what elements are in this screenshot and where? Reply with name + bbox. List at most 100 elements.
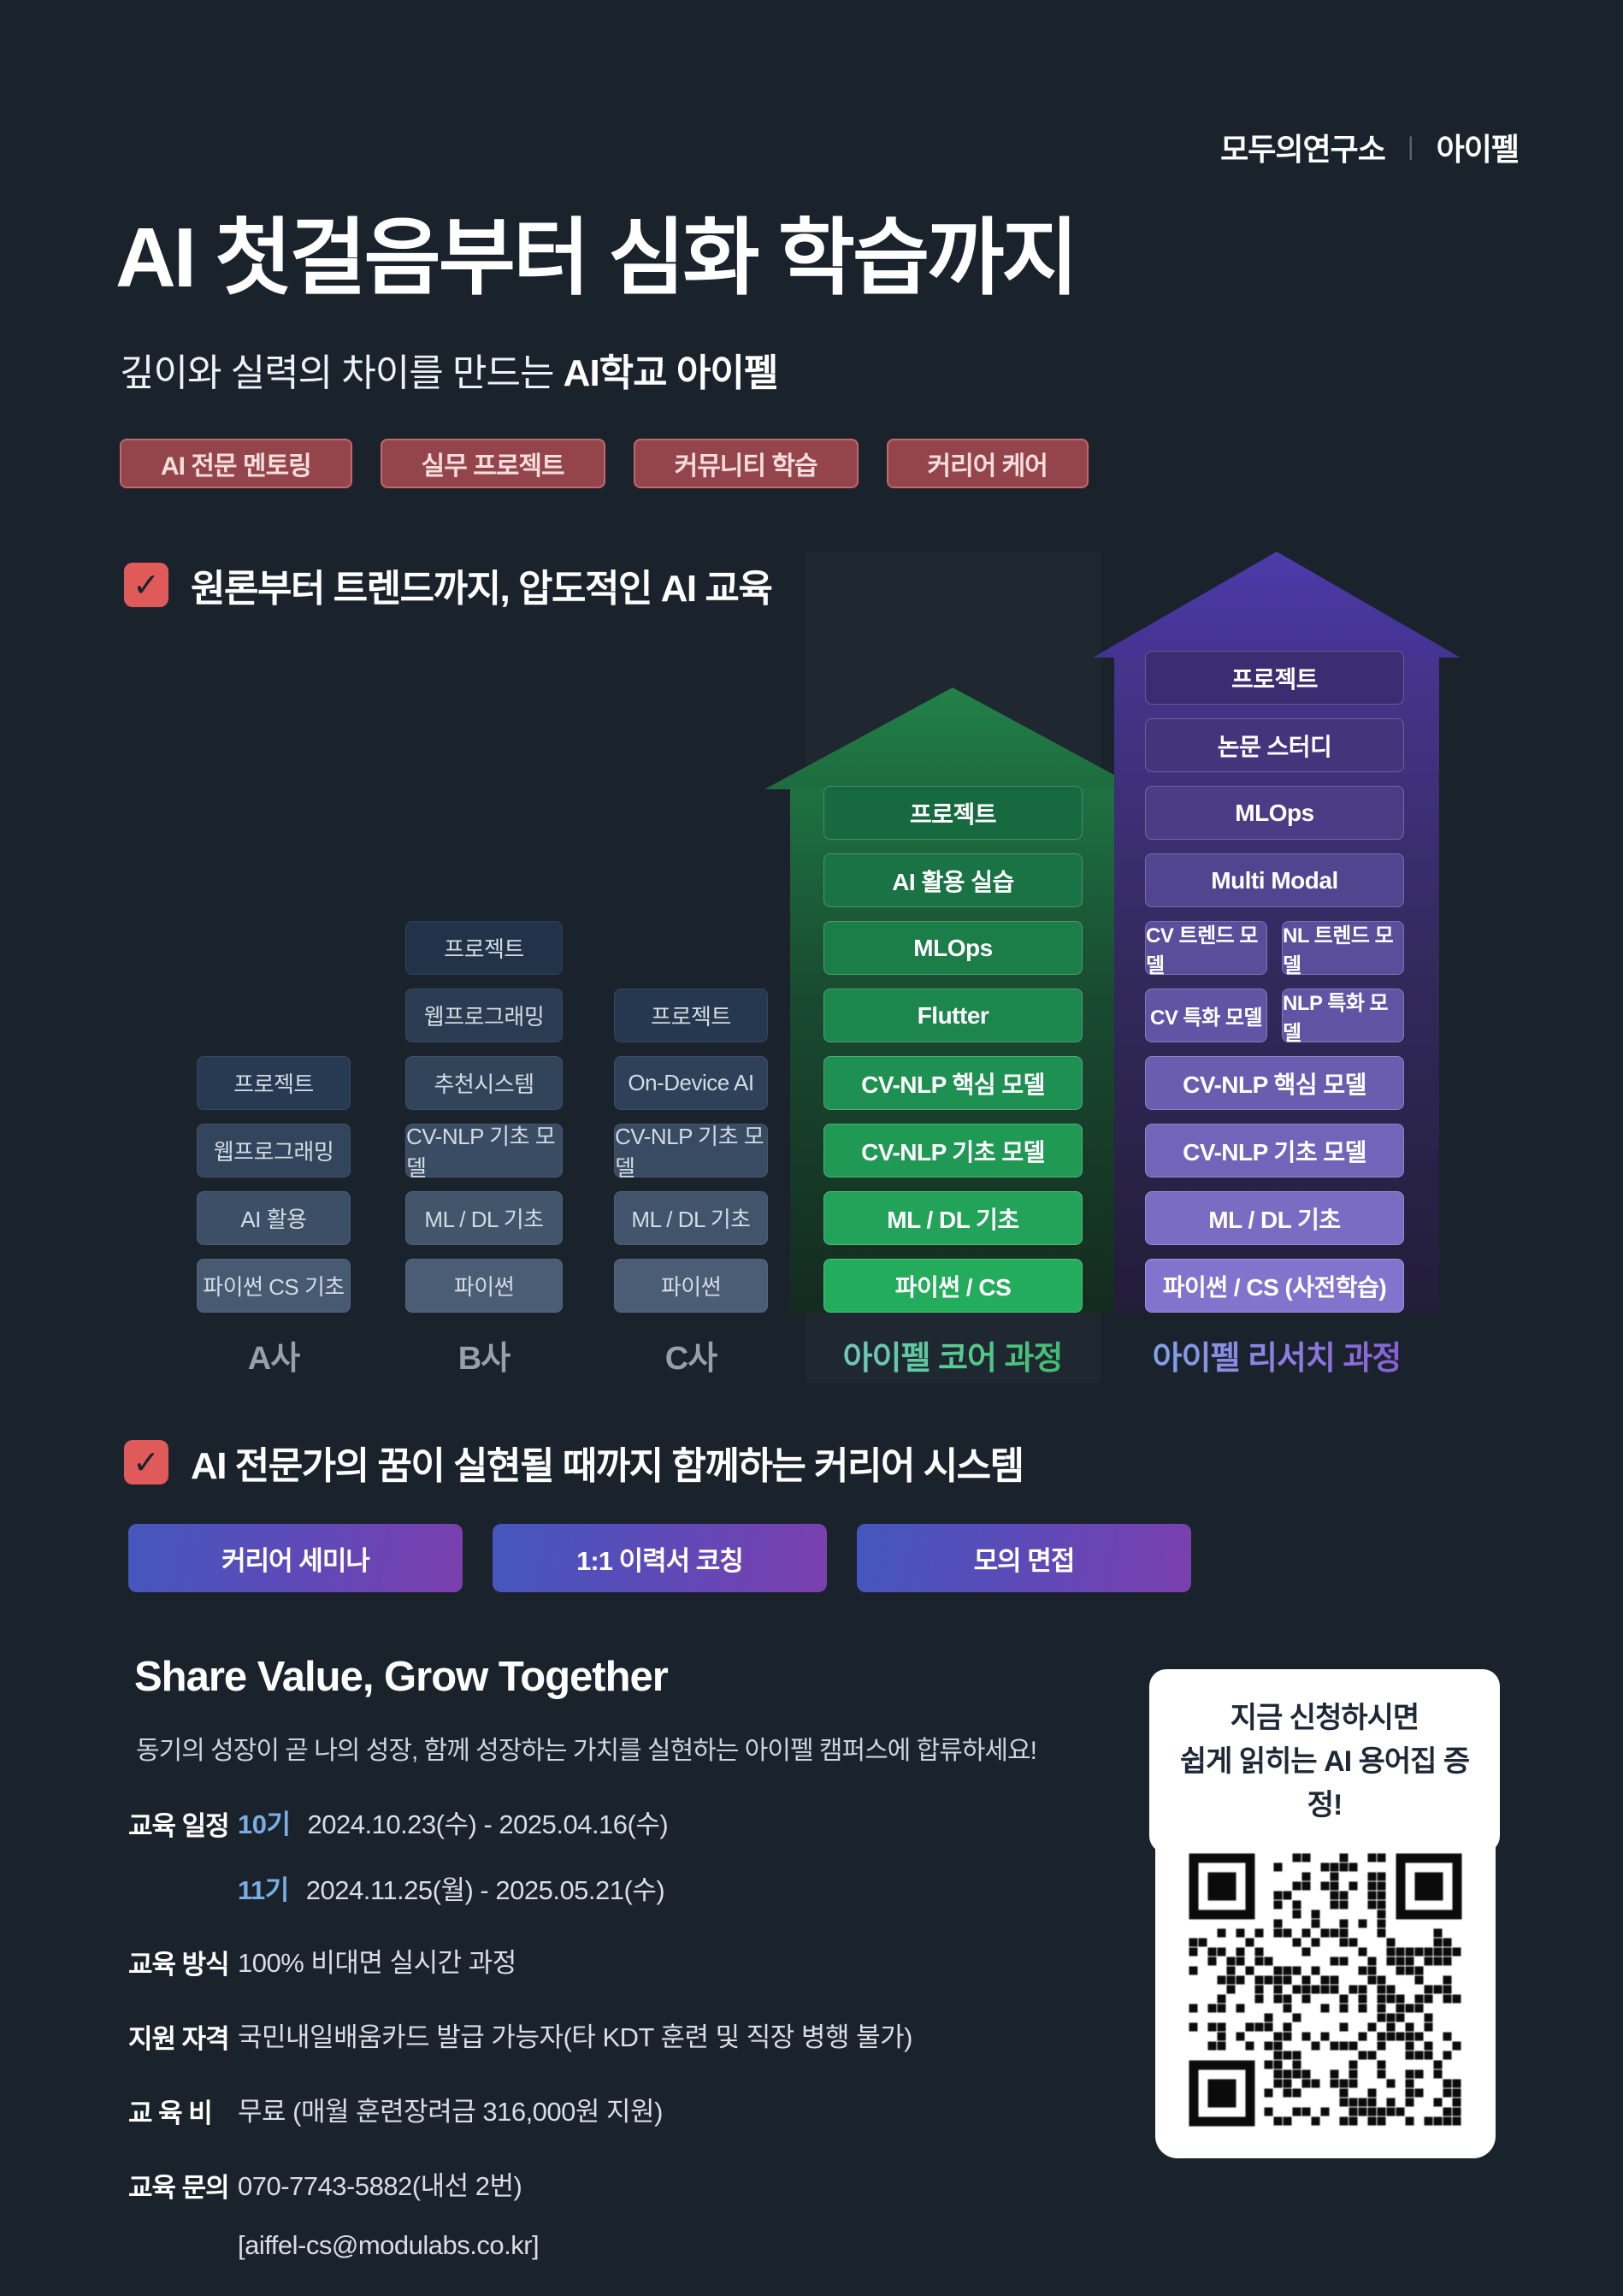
subtitle-prefix: 깊이와 실력의 차이를 만드는 [120, 352, 564, 394]
curriculum-box: 프로젝트 [823, 786, 1083, 840]
curriculum-box: 프로젝트 [197, 1056, 351, 1110]
career-button-2[interactable]: 1:1 이력서 코칭 [493, 1524, 827, 1592]
growth-arrow-head-purple [1093, 552, 1461, 658]
info-label: 교육 일정 [128, 1811, 230, 1841]
curriculum-box: CV-NLP 기초 모델 [614, 1124, 768, 1181]
feature-badges: AI 전문 멘토링 실무 프로젝트 커뮤니티 학습 커리어 케어 [120, 439, 1089, 488]
column-label-1: A사 [247, 1341, 300, 1377]
curriculum-box: NLP 특화 모델 [1282, 989, 1404, 1045]
share-headline: Share Value, Grow Together [134, 1654, 669, 1700]
curriculum-box: 웹프로그래밍 [197, 1124, 351, 1178]
curriculum-box: 프로젝트 [1145, 651, 1404, 705]
info-value: 2024.10.23(수) - 2025.04.16(수) [307, 1809, 669, 1839]
info-value: 070-7743-5882(내선 2번) [238, 2171, 522, 2201]
info-line: 11기 2024.11.25(월) - 2025.05.21(수) [238, 1868, 668, 1907]
info-label: 교육 문의 [128, 2173, 230, 2203]
check-icon: ✓ [124, 563, 168, 607]
curriculum-box: 프로젝트 [614, 989, 768, 1042]
page-subtitle: 깊이와 실력의 차이를 만드는 AI학교 아이펠 [120, 342, 779, 397]
badge-2: 실무 프로젝트 [380, 439, 605, 488]
curriculum-box: AI 활용 [197, 1191, 351, 1245]
column-label-3: C사 [664, 1341, 717, 1377]
info-label: 교육 방식 [128, 1950, 230, 1980]
badge-4: 커리어 케어 [886, 439, 1089, 488]
curriculum-box: CV-NLP 핵심 모델 [823, 1056, 1083, 1110]
info-value: 2024.11.25(월) - 2025.05.21(수) [305, 1875, 665, 1905]
curriculum-box: CV-NLP 기초 모델 [405, 1124, 563, 1181]
cohort-tag: 10기 [238, 1809, 291, 1839]
section-career-title: AI 전문가의 꿈이 실현될 때까지 함께하는 커리어 시스템 [191, 1445, 1024, 1487]
promo-line-2: 쉽게 읽히는 AI 용어집 증정! [1179, 1745, 1470, 1821]
check-icon: ✓ [124, 1440, 168, 1484]
curriculum-box: 파이썬 CS 기초 [197, 1259, 351, 1313]
course-info-list: 교육 일정 10기 2024.10.23(수) - 2025.04.16(수) 11기… [128, 1803, 1026, 2295]
curriculum-box: CV-NLP 핵심 모델 [1145, 1056, 1404, 1110]
info-value: 무료 (매월 훈련장려금 316,000원 지원) [238, 2097, 663, 2127]
qr-card [1155, 1821, 1496, 2158]
curriculum-box: 프로젝트 [405, 921, 563, 975]
info-row: 지원 자격 국민내일배움카드 발급 가능자(타 KDT 훈련 및 직장 병행 불가… [128, 2016, 1026, 2056]
curriculum-box: CV-NLP 기초 모델 [1145, 1124, 1404, 1178]
curriculum-box: CV-NLP 기초 모델 [823, 1124, 1083, 1178]
curriculum-box: MLOps [1145, 786, 1404, 840]
logo-divider: | [1407, 133, 1414, 161]
badge-1: AI 전문 멘토링 [120, 439, 352, 488]
curriculum-box: NL 트렌드 모델 [1282, 921, 1404, 977]
curriculum-box: Multi Modal [1145, 853, 1404, 907]
info-row: 교육 문의 070-7743-5882(내선 2번) [aiffel-cs@modu… [128, 2164, 1026, 2261]
curriculum-box: 파이썬 / CS (사전학습) [1145, 1259, 1404, 1313]
share-subtext: 동기의 성장이 곧 나의 성장, 함께 성장하는 가치를 실현하는 아이펠 캠퍼… [136, 1737, 1037, 1765]
info-values: 10기 2024.10.23(수) - 2025.04.16(수) 11기 2024.… [238, 1803, 669, 1907]
info-values: 국민내일배움카드 발급 가능자(타 KDT 훈련 및 직장 병행 불가) [238, 2016, 912, 2056]
aiffel-logo: 아이펠 [1436, 132, 1520, 167]
curriculum-box: 파이썬 / CS [823, 1259, 1083, 1313]
info-label: 교 육 비 [128, 2098, 213, 2128]
info-value: 국민내일배움카드 발급 가능자(타 KDT 훈련 및 직장 병행 불가) [238, 2022, 912, 2052]
career-button-3[interactable]: 모의 면접 [857, 1524, 1191, 1592]
info-row: 교육 방식 100% 비대면 실시간 과정 [128, 1941, 1026, 1981]
info-line: 100% 비대면 실시간 과정 [238, 1941, 516, 1980]
career-button-1[interactable]: 커리어 세미나 [128, 1524, 463, 1592]
info-line: 070-7743-5882(내선 2번) [238, 2164, 539, 2203]
curriculum-box: 파이썬 [614, 1259, 768, 1313]
curriculum-box: ML / DL 기초 [823, 1191, 1083, 1245]
curriculum-box: ML / DL 기초 [614, 1191, 768, 1245]
section-education-title: 원론부터 트렌드까지, 압도적인 AI 교육 [191, 568, 773, 610]
curriculum-comparison-chart: 프로젝트 웹프로그래밍 AI 활용 파이썬 CS 기초 A사 프로젝트 웹프로그래밍 추천시스… [120, 552, 1503, 1407]
curriculum-box: 논문 스터디 [1145, 718, 1404, 772]
curriculum-split-row: CV 특화 모델 NLP 특화 모델 [1145, 989, 1404, 1045]
info-value: 100% 비대면 실시간 과정 [238, 1948, 516, 1978]
info-line: 국민내일배움카드 발급 가능자(타 KDT 훈련 및 직장 병행 불가) [238, 2016, 912, 2054]
info-label: 지원 자격 [128, 2024, 230, 2054]
curriculum-box: 웹프로그래밍 [405, 989, 563, 1042]
curriculum-box: CV 특화 모델 [1145, 989, 1267, 1042]
info-row: 교 육 비 무료 (매월 훈련장려금 316,000원 지원) [128, 2090, 1026, 2130]
section-education-header: ✓ 원론부터 트렌드까지, 압도적인 AI 교육 [124, 558, 773, 612]
column-label-2: B사 [457, 1341, 511, 1377]
info-value: [aiffel-cs@modulabs.co.kr] [238, 2230, 540, 2260]
column-label-5: 아이펠 리서치 과정 [1089, 1331, 1465, 1378]
modulabs-logo: 모두의연구소 [1220, 132, 1386, 167]
curriculum-box: MLOps [823, 921, 1083, 975]
info-values: 100% 비대면 실시간 과정 [238, 1941, 516, 1981]
curriculum-box: ML / DL 기초 [1145, 1191, 1404, 1245]
info-row: 교육 일정 10기 2024.10.23(수) - 2025.04.16(수) 11기… [128, 1803, 1026, 1907]
info-line: [aiffel-cs@modulabs.co.kr] [238, 2230, 540, 2261]
info-line: 10기 2024.10.23(수) - 2025.04.16(수) [238, 1803, 669, 1841]
curriculum-box: On-Device AI [614, 1056, 768, 1110]
cohort-tag: 11기 [238, 1875, 289, 1905]
info-values: 070-7743-5882(내선 2번) [aiffel-cs@modulabs.… [238, 2164, 540, 2261]
info-values: 무료 (매월 훈련장려금 316,000원 지원) [238, 2090, 663, 2130]
column-label-4: 아이펠 코어 과정 [764, 1331, 1141, 1378]
badge-3: 커뮤니티 학습 [633, 439, 859, 488]
curriculum-box: 추천시스템 [405, 1056, 563, 1110]
curriculum-box: Flutter [823, 989, 1083, 1042]
section-career-header: ✓ AI 전문가의 꿈이 실현될 때까지 함께하는 커리어 시스템 [124, 1435, 1024, 1490]
curriculum-split-row: CV 트렌드 모델 NL 트렌드 모델 [1145, 921, 1404, 977]
subtitle-bold: AI학교 아이펠 [563, 352, 779, 394]
curriculum-box: AI 활용 실습 [823, 853, 1083, 907]
curriculum-box: 파이썬 [405, 1259, 563, 1313]
brand-logos: 모두의연구소 | 아이펠 [1220, 125, 1520, 169]
promo-line-1: 지금 신청하시면 [1230, 1702, 1419, 1734]
